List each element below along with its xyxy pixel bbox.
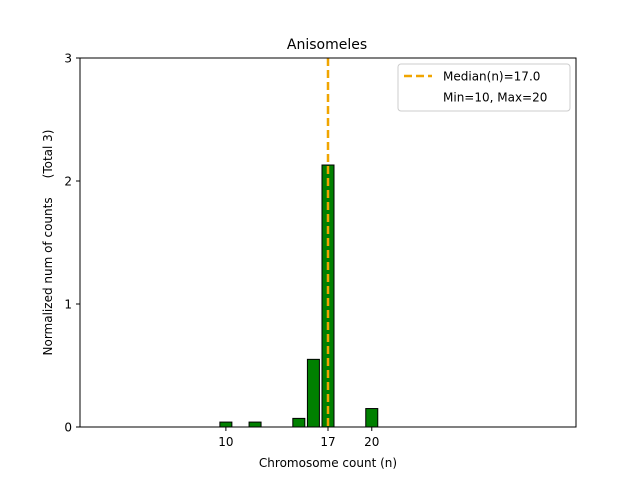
bar-20 [365, 408, 379, 428]
legend-entry-median: Median(n)=17.0 [443, 70, 540, 84]
bar-15 [292, 417, 306, 428]
x-axis-ticks: 10 17 20 [218, 427, 379, 449]
x-axis-label: Chromosome count (n) [259, 456, 397, 470]
y-axis-label: Normalized num of counts (Total 3) [41, 130, 55, 356]
bar-group [219, 164, 379, 428]
y-axis-ticks: 0 1 2 3 [64, 52, 80, 435]
bar-16 [306, 358, 320, 428]
x-tick-label: 20 [364, 435, 379, 449]
x-tick-label: 17 [320, 435, 335, 449]
bar-10 [219, 421, 233, 428]
legend-entry-minmax: Min=10, Max=20 [443, 91, 547, 105]
chart-title: Anisomeles [287, 37, 367, 53]
legend: Median(n)=17.0 Min=10, Max=20 [397, 63, 571, 112]
y-tick-label: 1 [64, 298, 72, 312]
bar-12 [248, 421, 262, 428]
y-tick-label: 0 [64, 421, 72, 435]
legend-box [397, 63, 571, 112]
y-tick-label: 2 [64, 175, 72, 189]
x-tick-label: 10 [218, 435, 233, 449]
y-tick-label: 3 [64, 52, 72, 66]
